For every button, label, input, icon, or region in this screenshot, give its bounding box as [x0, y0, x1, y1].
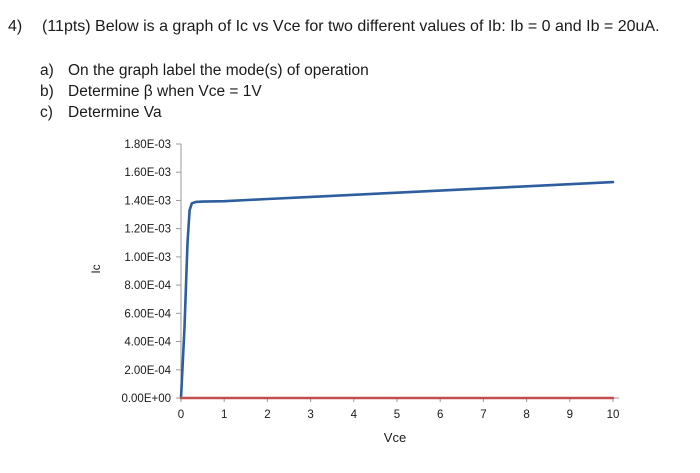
part-b: b) Determine β when Vce = 1V [40, 83, 262, 101]
y-tick-label: 1.00E-03 [124, 252, 171, 264]
series-line-0 [179, 180, 615, 400]
x-tick-label: 3 [307, 409, 313, 421]
part-a: a) On the graph label the mode(s) of oper… [40, 62, 369, 80]
x-tick-label: 7 [480, 409, 486, 421]
y-axis-label: Ic [89, 264, 103, 273]
x-tick-label: 5 [394, 409, 400, 421]
y-tick-label: 1.60E-03 [124, 167, 171, 179]
part-letter: b) [40, 83, 54, 100]
x-tick-label: 9 [567, 409, 573, 421]
y-tick-label: 1.20E-03 [124, 224, 171, 236]
question-text: (11pts) Below is a graph of Ic vs Vce fo… [42, 18, 660, 35]
part-letter: c) [40, 104, 53, 121]
question-header: 4) (11pts) Below is a graph of Ic vs Vce … [8, 18, 660, 36]
part-letter: a) [40, 62, 54, 79]
y-tick-label: 2.00E-04 [124, 365, 171, 377]
part-c: c) Determine Va [40, 104, 162, 122]
x-tick-label: 0 [178, 409, 184, 421]
part-text: Determine β when Vce = 1V [68, 83, 262, 100]
chart-axes [180, 144, 619, 399]
x-tick-label: 6 [437, 409, 443, 421]
part-text: On the graph label the mode(s) of operat… [68, 62, 369, 79]
x-tick-label: 1 [221, 409, 227, 421]
y-tick-labels: 0.00E+00 2.00E-04 4.00E-04 6.00E-04 8.00E-04… [121, 139, 181, 405]
x-tick-label: 8 [523, 409, 529, 421]
y-tick-label: 6.00E-04 [124, 308, 171, 320]
y-tick-label: 1.80E-03 [124, 139, 171, 151]
chart-series [179, 180, 615, 400]
y-tick-label: 1.40E-03 [124, 195, 171, 207]
x-tick-label: 2 [264, 409, 270, 421]
y-tick-label: 8.00E-04 [124, 280, 171, 292]
x-tick-labels: 0 1 2 3 4 5 6 7 8 9 10 [178, 398, 620, 421]
x-axis-label: Vce [384, 430, 406, 445]
question-number: 4) [8, 18, 23, 35]
x-tick-label: 4 [351, 409, 358, 421]
y-tick-label: 0.00E+00 [121, 393, 171, 405]
x-tick-label: 10 [607, 409, 620, 421]
y-tick-label: 4.00E-04 [124, 337, 171, 349]
part-text: Determine Va [68, 104, 162, 121]
